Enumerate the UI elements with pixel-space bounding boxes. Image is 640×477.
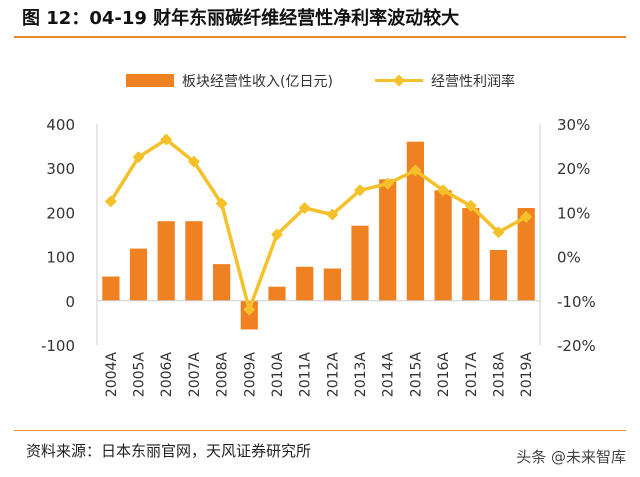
margin-point-2015A (409, 164, 422, 177)
margin-point-2009A (243, 303, 256, 316)
bar-2010A (268, 286, 286, 301)
bar-2019A (517, 208, 535, 301)
legend-line-marker (393, 74, 405, 87)
margin-point-2014A (381, 177, 394, 190)
right-tick-label: 20% (557, 160, 590, 178)
right-tick-label: -20% (557, 337, 596, 355)
margin-line (109, 137, 528, 312)
left-axis: -100 0 100 200 300 400 (41, 116, 75, 355)
margin-point-2012A (326, 208, 339, 221)
margin-point-2008A (215, 197, 228, 210)
margin-point-2011A (298, 201, 311, 214)
x-tick-label: 2005A (132, 352, 148, 398)
bar-2015A (406, 141, 424, 301)
bar-2016A (434, 190, 452, 301)
x-tick-label: 2019A (519, 352, 535, 398)
left-tick-label: 100 (46, 249, 75, 267)
legend-bar-swatch (126, 74, 174, 87)
bar-2012A (323, 268, 341, 301)
bar-2017A (462, 208, 480, 301)
x-tick-label: 2014A (381, 352, 397, 398)
bar-2011A (296, 266, 314, 301)
bar-2006A (157, 221, 175, 301)
margin-point-2007A (187, 155, 200, 168)
source-note: 资料来源：日本东丽官网，天风证券研究所 (26, 442, 312, 460)
left-tick-label: 400 (46, 116, 75, 134)
margin-point-2017A (464, 199, 477, 212)
right-tick-label: 10% (557, 204, 590, 222)
margin-point-2019A (520, 210, 533, 223)
margin-point-2004A (104, 195, 117, 208)
right-tick-label: -10% (557, 293, 596, 311)
margin-point-2010A (270, 228, 283, 241)
x-tick-label: 2007A (187, 352, 203, 398)
title-divider (14, 36, 626, 38)
bar-2008A (213, 264, 231, 301)
left-tick-label: 300 (46, 160, 75, 178)
left-tick-label: -100 (41, 337, 75, 355)
bar-2005A (129, 248, 148, 301)
x-tick-label: 2018A (491, 352, 507, 398)
x-tick-label: 2009A (242, 352, 258, 398)
x-tick-label: 2015A (408, 352, 424, 398)
legend-bar-label: 板块经营性收入(亿日元) (182, 74, 333, 90)
combo-chart: 板块经营性收入(亿日元) 经营性利润率 -100 0 100 200 300 400 -2… (41, 73, 596, 398)
margin-point-2006A (160, 133, 173, 146)
bar-2014A (379, 179, 397, 301)
x-tick-label: 2008A (215, 352, 231, 398)
margin-point-2018A (492, 226, 505, 239)
x-tick-label: 2006A (159, 352, 175, 398)
bar-2007A (185, 221, 203, 301)
x-tick-label: 2011A (298, 352, 314, 398)
line-series (104, 133, 533, 316)
x-tick-label: 2017A (464, 352, 480, 398)
left-tick-label: 0 (65, 293, 75, 311)
bar-series (102, 141, 535, 330)
axis-lines (96, 124, 541, 345)
margin-point-2016A (437, 184, 450, 197)
bar-2018A (489, 250, 508, 301)
chart-legend: 板块经营性收入(亿日元) 经营性利润率 (126, 73, 515, 90)
legend-line-label: 经营性利润率 (431, 73, 515, 90)
bar-2013A (351, 225, 369, 301)
left-tick-label: 200 (46, 204, 75, 222)
x-tick-label: 2013A (353, 352, 369, 398)
x-tick-label: 2012A (325, 352, 341, 398)
x-tick-label: 2004A (104, 352, 120, 398)
margin-point-2013A (354, 184, 367, 197)
x-axis-labels: 2004A 2005A 2006A 2007A 2008A 2009A 2010A 2011A… (104, 352, 535, 398)
x-tick-label: 2010A (270, 352, 286, 398)
right-tick-label: 30% (557, 116, 590, 134)
figure-title: 图 12：04-19 财年东丽碳纤维经营性净利率波动较大 (22, 8, 460, 29)
x-tick-label: 2016A (436, 352, 452, 398)
margin-point-2005A (132, 151, 145, 164)
footer-divider (14, 430, 626, 431)
watermark: 头条 @未来智库 (516, 448, 626, 466)
right-tick-label: 0% (557, 249, 581, 267)
right-axis: -20% -10% 0% 10% 20% 30% (557, 116, 596, 355)
bar-2004A (102, 276, 120, 301)
